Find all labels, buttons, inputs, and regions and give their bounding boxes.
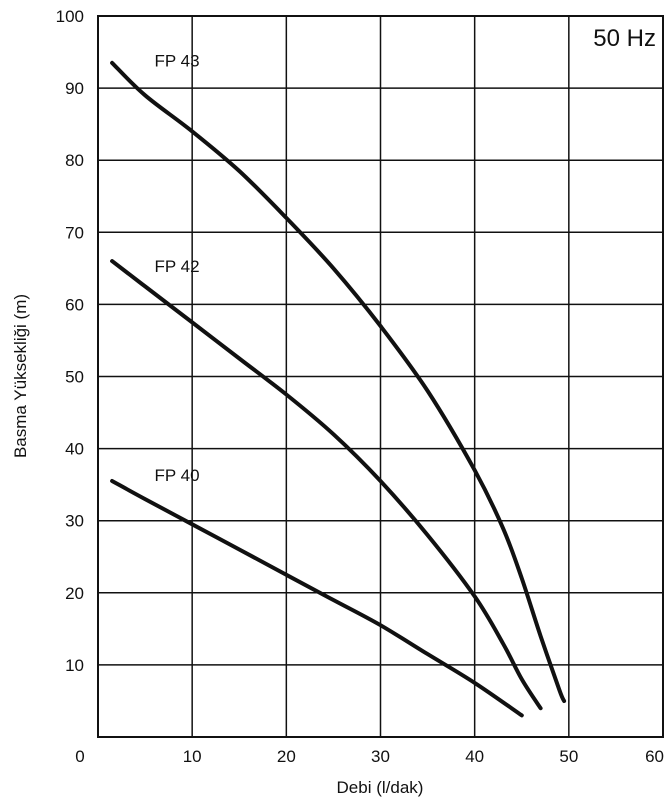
y-tick-label-30: 30 — [65, 512, 84, 531]
y-tick-label-20: 20 — [65, 584, 84, 603]
frequency-annotation: 50 Hz — [593, 25, 656, 52]
series-lines — [110, 60, 567, 718]
series-line-fp-40 — [110, 479, 524, 718]
plot-frame — [97, 15, 664, 738]
y-tick-label-10: 10 — [65, 656, 84, 675]
y-tick-label-40: 40 — [65, 440, 84, 459]
x-tick-label-40: 40 — [465, 747, 484, 766]
y-tick-label-90: 90 — [65, 79, 84, 98]
x-tick-label-20: 20 — [277, 747, 296, 766]
series-labels: FP 43 FP 42 FP 40 — [155, 51, 200, 485]
y-tick-label-100: 100 — [56, 7, 84, 26]
grid-lines — [97, 15, 664, 738]
y-tick-label-80: 80 — [65, 151, 84, 170]
y-axis-title: Basma Yüksekliği (m) — [11, 294, 30, 458]
y-tick-label-60: 60 — [65, 295, 84, 314]
x-tick-label-60: 60 — [645, 747, 664, 766]
x-tick-label-10: 10 — [183, 747, 202, 766]
x-axis-title: Debi (l/dak) — [337, 778, 424, 797]
x-tick-label-30: 30 — [371, 747, 390, 766]
y-tick-label-50: 50 — [65, 368, 84, 387]
series-label-fp-42: FP 42 — [155, 257, 200, 276]
series-line-fp-43 — [110, 60, 567, 703]
y-tick-labels: 10 20 30 40 50 60 70 80 90 100 — [56, 7, 84, 675]
series-label-fp-40: FP 40 — [155, 466, 200, 485]
x-tick-labels: 0 10 20 30 40 50 60 — [75, 747, 664, 766]
series-line-fp-42 — [110, 259, 543, 711]
y-tick-label-70: 70 — [65, 223, 84, 242]
series-label-fp-43: FP 43 — [155, 51, 200, 70]
x-tick-label-0: 0 — [75, 747, 84, 766]
x-tick-label-50: 50 — [559, 747, 578, 766]
